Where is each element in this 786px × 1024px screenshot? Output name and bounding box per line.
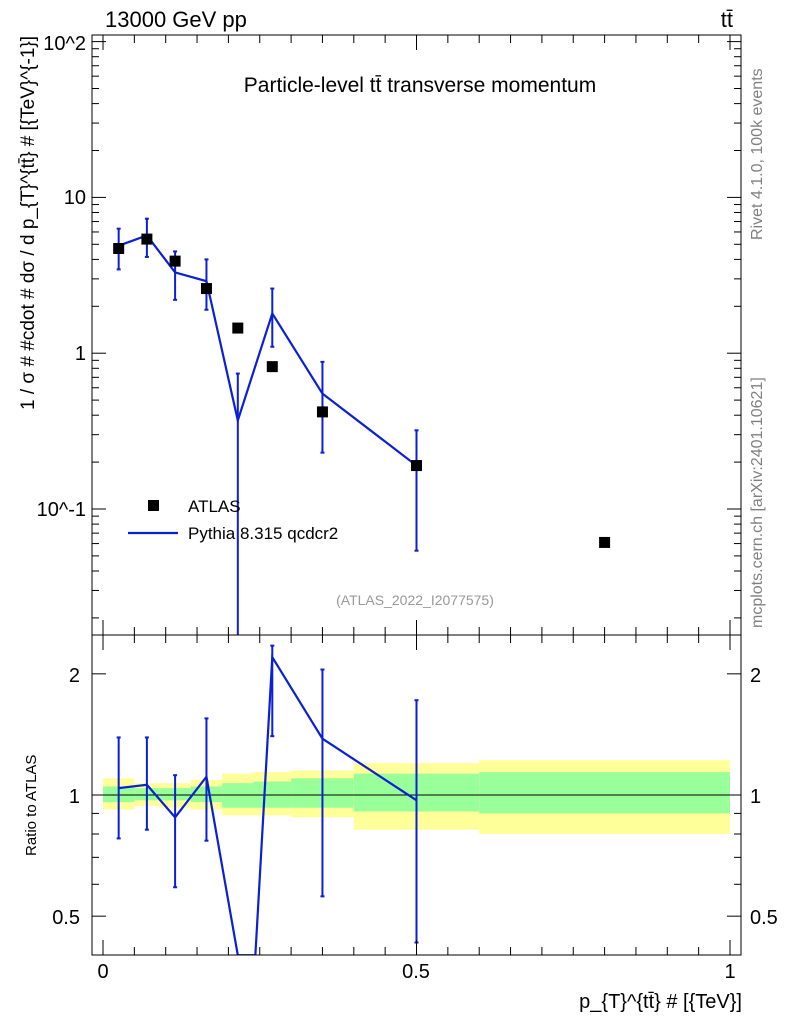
x-tick-label-0.5: 0.5	[402, 961, 430, 983]
atlas-data-point-7	[411, 460, 422, 472]
atlas-data-point-4	[232, 322, 244, 334]
ratio-panel: 2 1 0.5 2 1 0.5 Ratio to ATLAS 0 0.5 1 p…	[23, 634, 778, 1013]
ratio-pythia-line	[118, 653, 418, 955]
main-plot-content	[113, 217, 611, 635]
ratio-y-axis-label: Ratio to ATLAS	[23, 755, 40, 856]
x-axis-label: p_{T}^{tt̄} # [{TeV}]	[579, 991, 742, 1013]
rivet-version-label: Rivet 4.1.0, 100k events	[749, 68, 766, 240]
main-y-axis-label: 1 / σ # #cdot # dσ / d p_{T}^{tt̄} # [{T…	[18, 36, 39, 410]
atlas-data-point-8	[599, 536, 611, 548]
x-tick-label-1: 1	[724, 961, 735, 983]
main-axis-ticks	[92, 35, 741, 635]
analysis-tag: (ATLAS_2022_I2077575)	[336, 592, 494, 608]
mcplots-label: mcplots.cern.ch [arXiv:2401.10621]	[749, 377, 766, 628]
legend: ATLAS Pythia 8.315 qcdcr2	[128, 497, 338, 543]
process-label: tt̄	[721, 7, 733, 32]
y-tick-label-1: 1	[75, 343, 86, 365]
ratio-y-tick-label-1-right: 1	[750, 786, 761, 808]
ratio-axis-ticks	[92, 635, 741, 955]
atlas-data-point-0	[113, 242, 125, 254]
ratio-y-tick-label-0.5: 0.5	[52, 907, 80, 929]
y-tick-label-0.1: 10^-1	[37, 499, 86, 521]
y-tick-label-100: 10^2	[43, 33, 86, 55]
energy-label: 13000 GeV pp	[105, 7, 247, 32]
legend-atlas-marker	[148, 500, 159, 511]
ratio-y-tick-label-2: 2	[69, 665, 80, 687]
band-inner-8	[479, 772, 730, 814]
legend-pythia-label: Pythia 8.315 qcdcr2	[188, 524, 338, 543]
ratio-y-tick-label-1: 1	[69, 786, 80, 808]
legend-atlas-label: ATLAS	[188, 497, 241, 516]
main-panel: Particle-level tt̄ transverse momentum (…	[18, 33, 742, 636]
atlas-data-point-1	[141, 233, 153, 245]
ratio-y-tick-label-2-right: 2	[750, 665, 761, 687]
x-tick-label-0: 0	[97, 961, 108, 983]
atlas-data-point-3	[200, 283, 212, 295]
atlas-data-point-2	[169, 255, 181, 267]
atlas-data-point-6	[316, 406, 328, 418]
atlas-data-point-5	[266, 361, 278, 373]
ratio-plot-content	[92, 644, 741, 955]
chart-title: Particle-level tt̄ transverse momentum	[244, 74, 596, 97]
pythia-series-line	[118, 234, 418, 467]
ratio-y-tick-label-0.5-right: 0.5	[750, 907, 778, 929]
y-tick-label-10: 10	[64, 187, 86, 209]
